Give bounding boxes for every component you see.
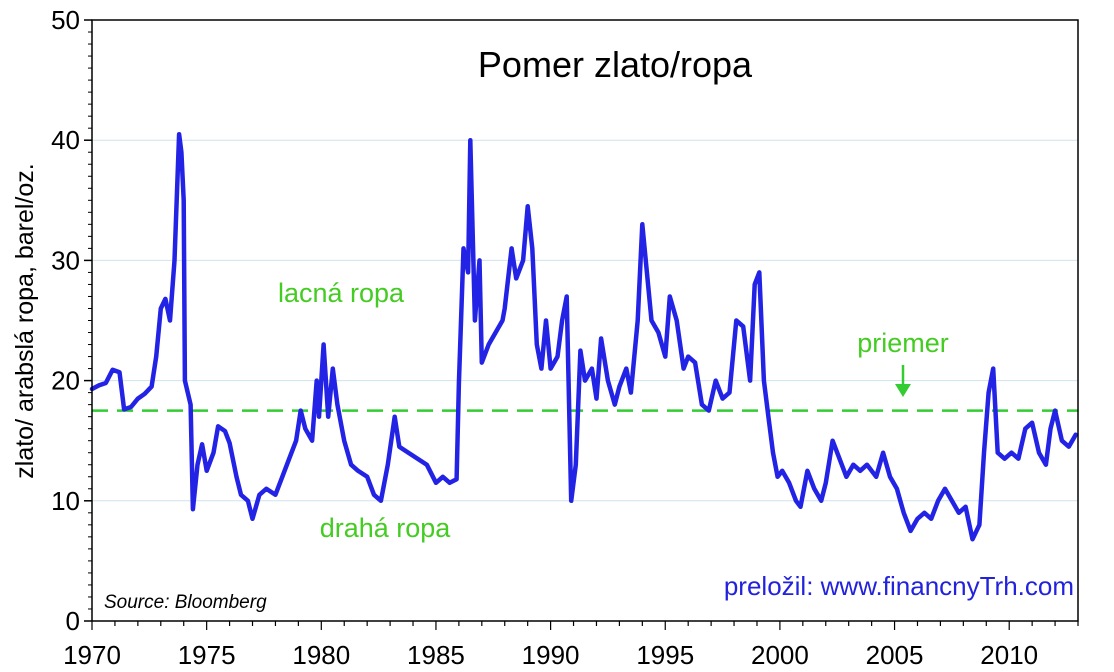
credit-note: preložil: www.financnyTrh.com (724, 571, 1074, 601)
average-arrow (895, 365, 911, 397)
average-annotation: priemer (857, 328, 949, 358)
series-line-gold-oil-ratio (89, 131, 1078, 542)
y-tick-label-40: 40 (51, 125, 80, 155)
x-tick-label-2010: 2010 (980, 640, 1038, 670)
y-tick-label-30: 30 (51, 245, 80, 275)
x-tick-label-1990: 1990 (522, 640, 580, 670)
x-tick-label-1980: 1980 (292, 640, 350, 670)
chart-title: Pomer zlato/ropa (478, 44, 753, 85)
series-group (89, 131, 1078, 542)
y-tick-label-20: 20 (51, 366, 80, 396)
x-tick-label-1970: 1970 (63, 640, 121, 670)
y-tick-label-50: 50 (51, 5, 80, 35)
source-note: Source: Bloomberg (104, 592, 267, 613)
y-axis-label: zlato/ arabslá ropa, barel/oz. (11, 163, 39, 478)
x-tick-label-2000: 2000 (751, 640, 809, 670)
cheap-oil-annotation: lacná ropa (278, 278, 405, 308)
x-tick-label-2005: 2005 (866, 640, 924, 670)
x-tick-label-1975: 1975 (178, 640, 236, 670)
axes-group: 0 10 20 30 40 50 1970 1975 1980 1985 1990 1995 2000 2… (51, 5, 1079, 670)
expensive-oil-annotation: drahá ropa (320, 513, 452, 543)
y-tick-label-10: 10 (51, 486, 80, 516)
y-tick-label-0: 0 (66, 606, 80, 636)
x-tick-label-1995: 1995 (636, 640, 694, 670)
x-tick-label-1985: 1985 (407, 640, 465, 670)
